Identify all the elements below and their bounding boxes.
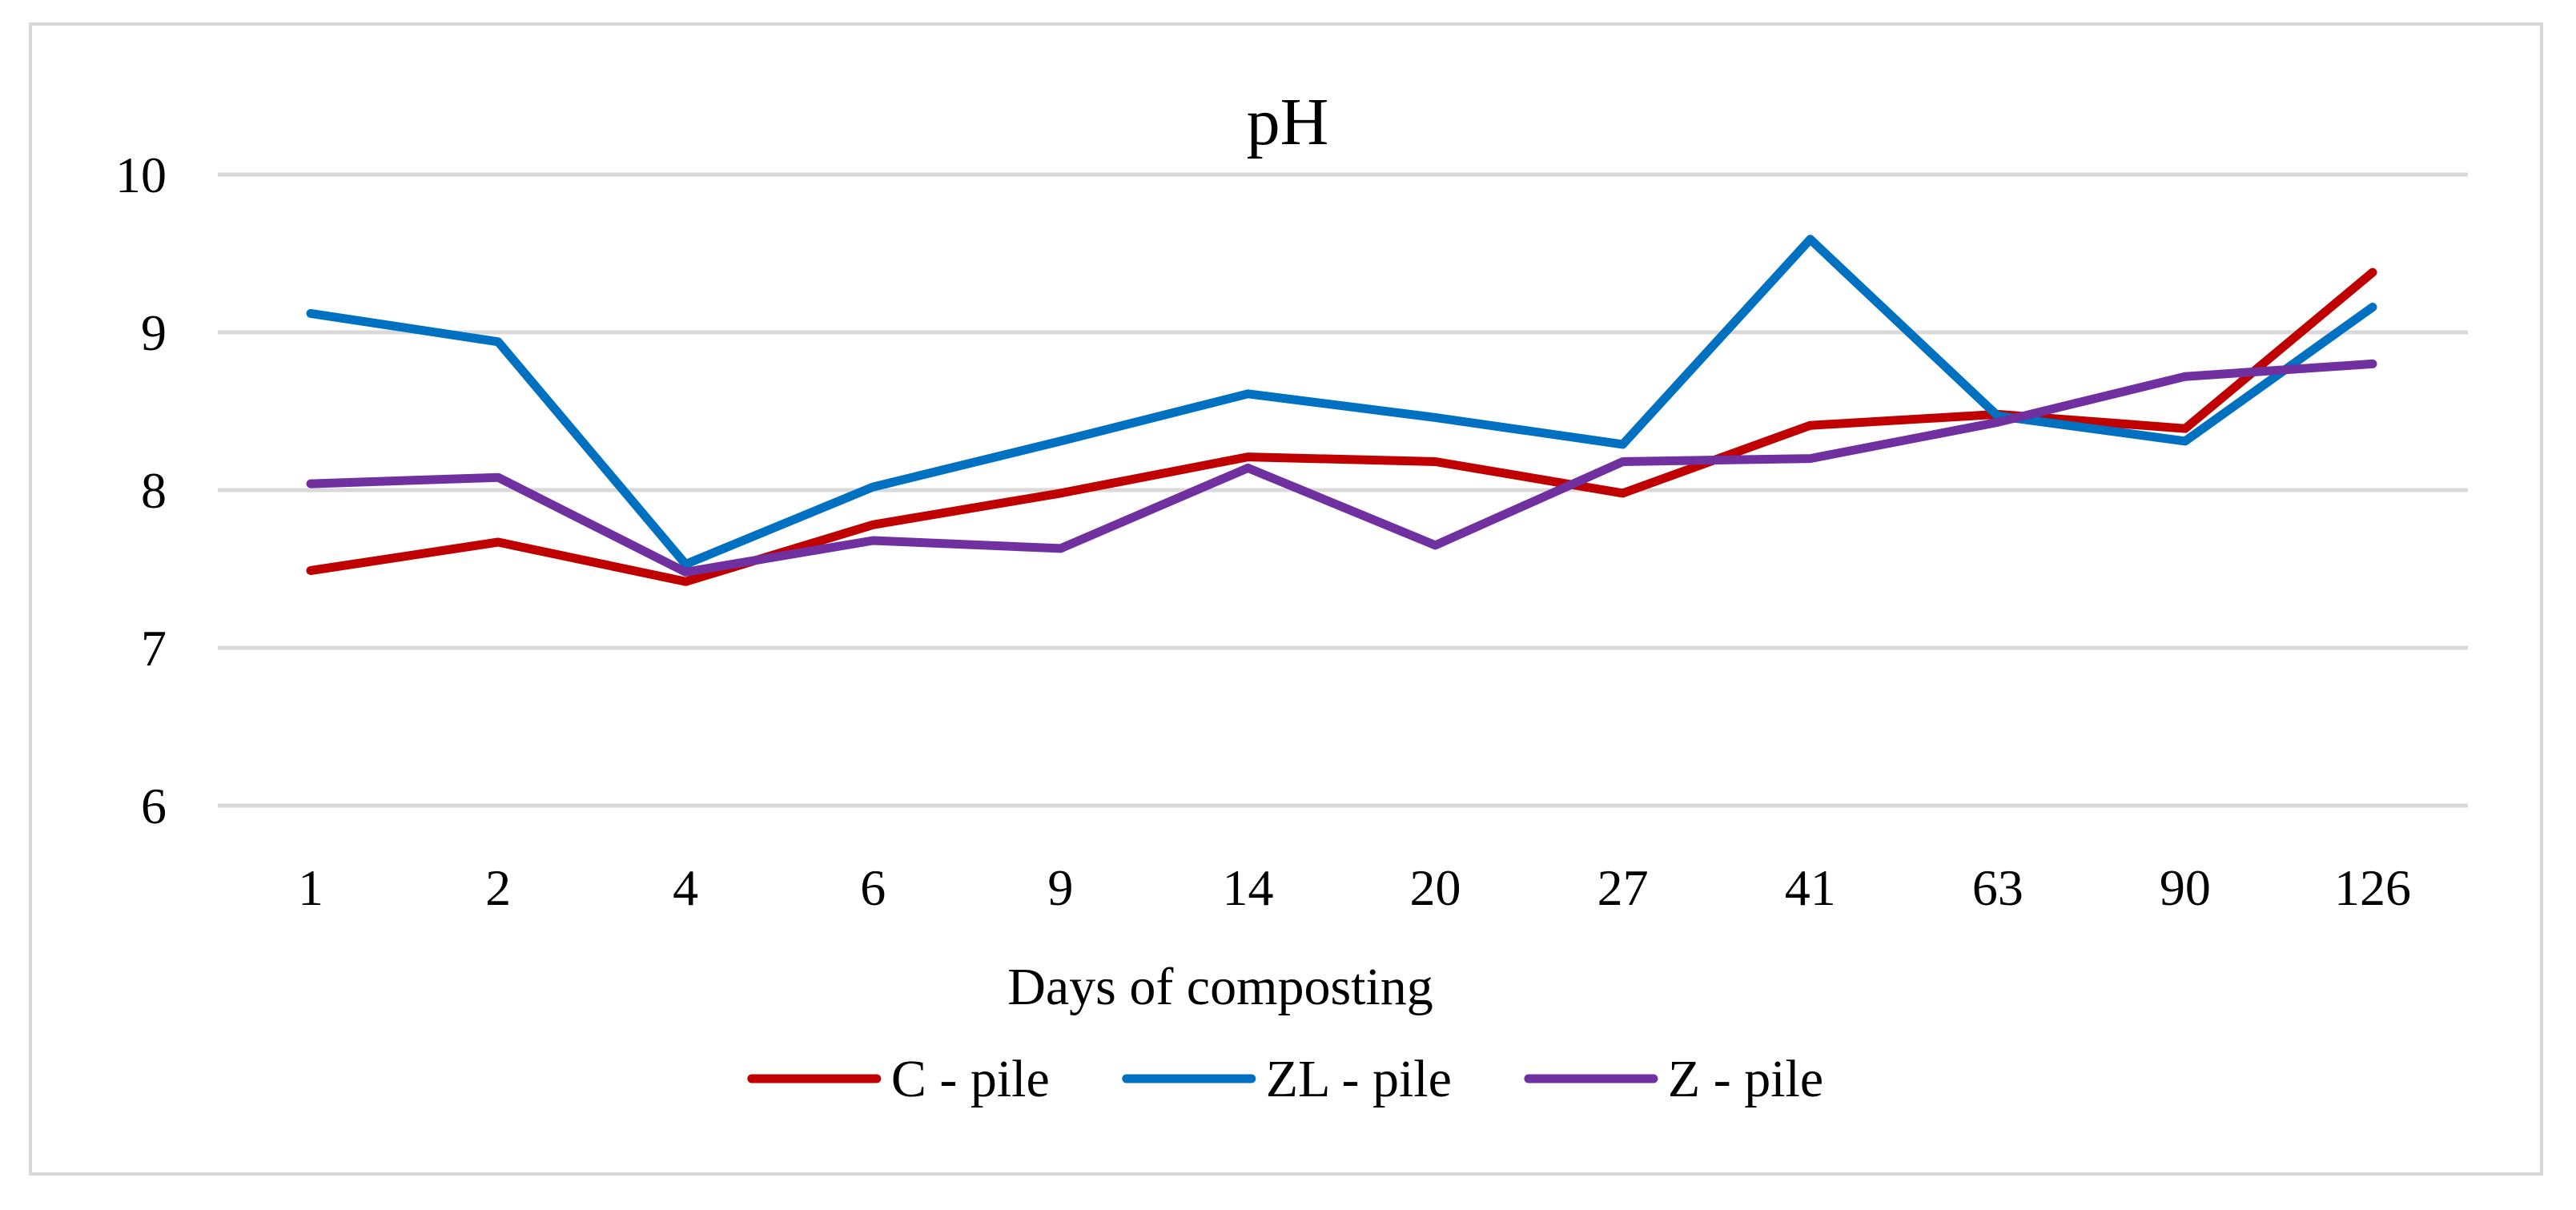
x-tick-label: 63 — [1972, 859, 2023, 916]
x-tick-label: 9 — [1047, 859, 1073, 916]
series-line-zl-pile — [306, 235, 2377, 569]
chart-title: pH — [1247, 85, 1329, 159]
x-tick-label: 2 — [485, 859, 511, 916]
legend-label-z-pile: Z - pile — [1668, 1050, 1823, 1108]
x-tick-label: 41 — [1785, 859, 1836, 916]
x-tick-label: 6 — [860, 859, 886, 916]
x-tick-label: 4 — [673, 859, 698, 916]
x-tick-label: 1 — [298, 859, 324, 916]
x-tick-label: 90 — [2160, 859, 2211, 916]
x-tick-label: 20 — [1410, 859, 1461, 916]
y-tick-label: 9 — [141, 304, 167, 361]
y-tick-label: 8 — [141, 462, 167, 519]
x-axis-title: Days of composting — [1007, 958, 1433, 1016]
x-tick-label: 27 — [1597, 859, 1649, 916]
x-axis-tick-labels: 1 2 4 6 9 14 20 27 41 63 90 126 — [298, 859, 2411, 916]
y-tick-label: 10 — [115, 147, 167, 203]
series-line-z-pile — [306, 359, 2377, 577]
gridlines — [218, 172, 2468, 808]
y-tick-label: 7 — [141, 620, 167, 677]
legend-label-c-pile: C - pile — [891, 1050, 1050, 1108]
x-tick-label: 14 — [1222, 859, 1273, 916]
series-lines — [306, 235, 2377, 586]
legend-label-zl-pile: ZL - pile — [1266, 1050, 1452, 1108]
legend: C - pile ZL - pile Z - pile — [747, 1050, 1823, 1108]
chart-frame — [29, 22, 2543, 1176]
y-tick-label: 6 — [141, 778, 167, 834]
x-tick-label: 126 — [2334, 859, 2411, 916]
y-axis-tick-labels: 6 7 8 9 10 — [115, 147, 167, 834]
